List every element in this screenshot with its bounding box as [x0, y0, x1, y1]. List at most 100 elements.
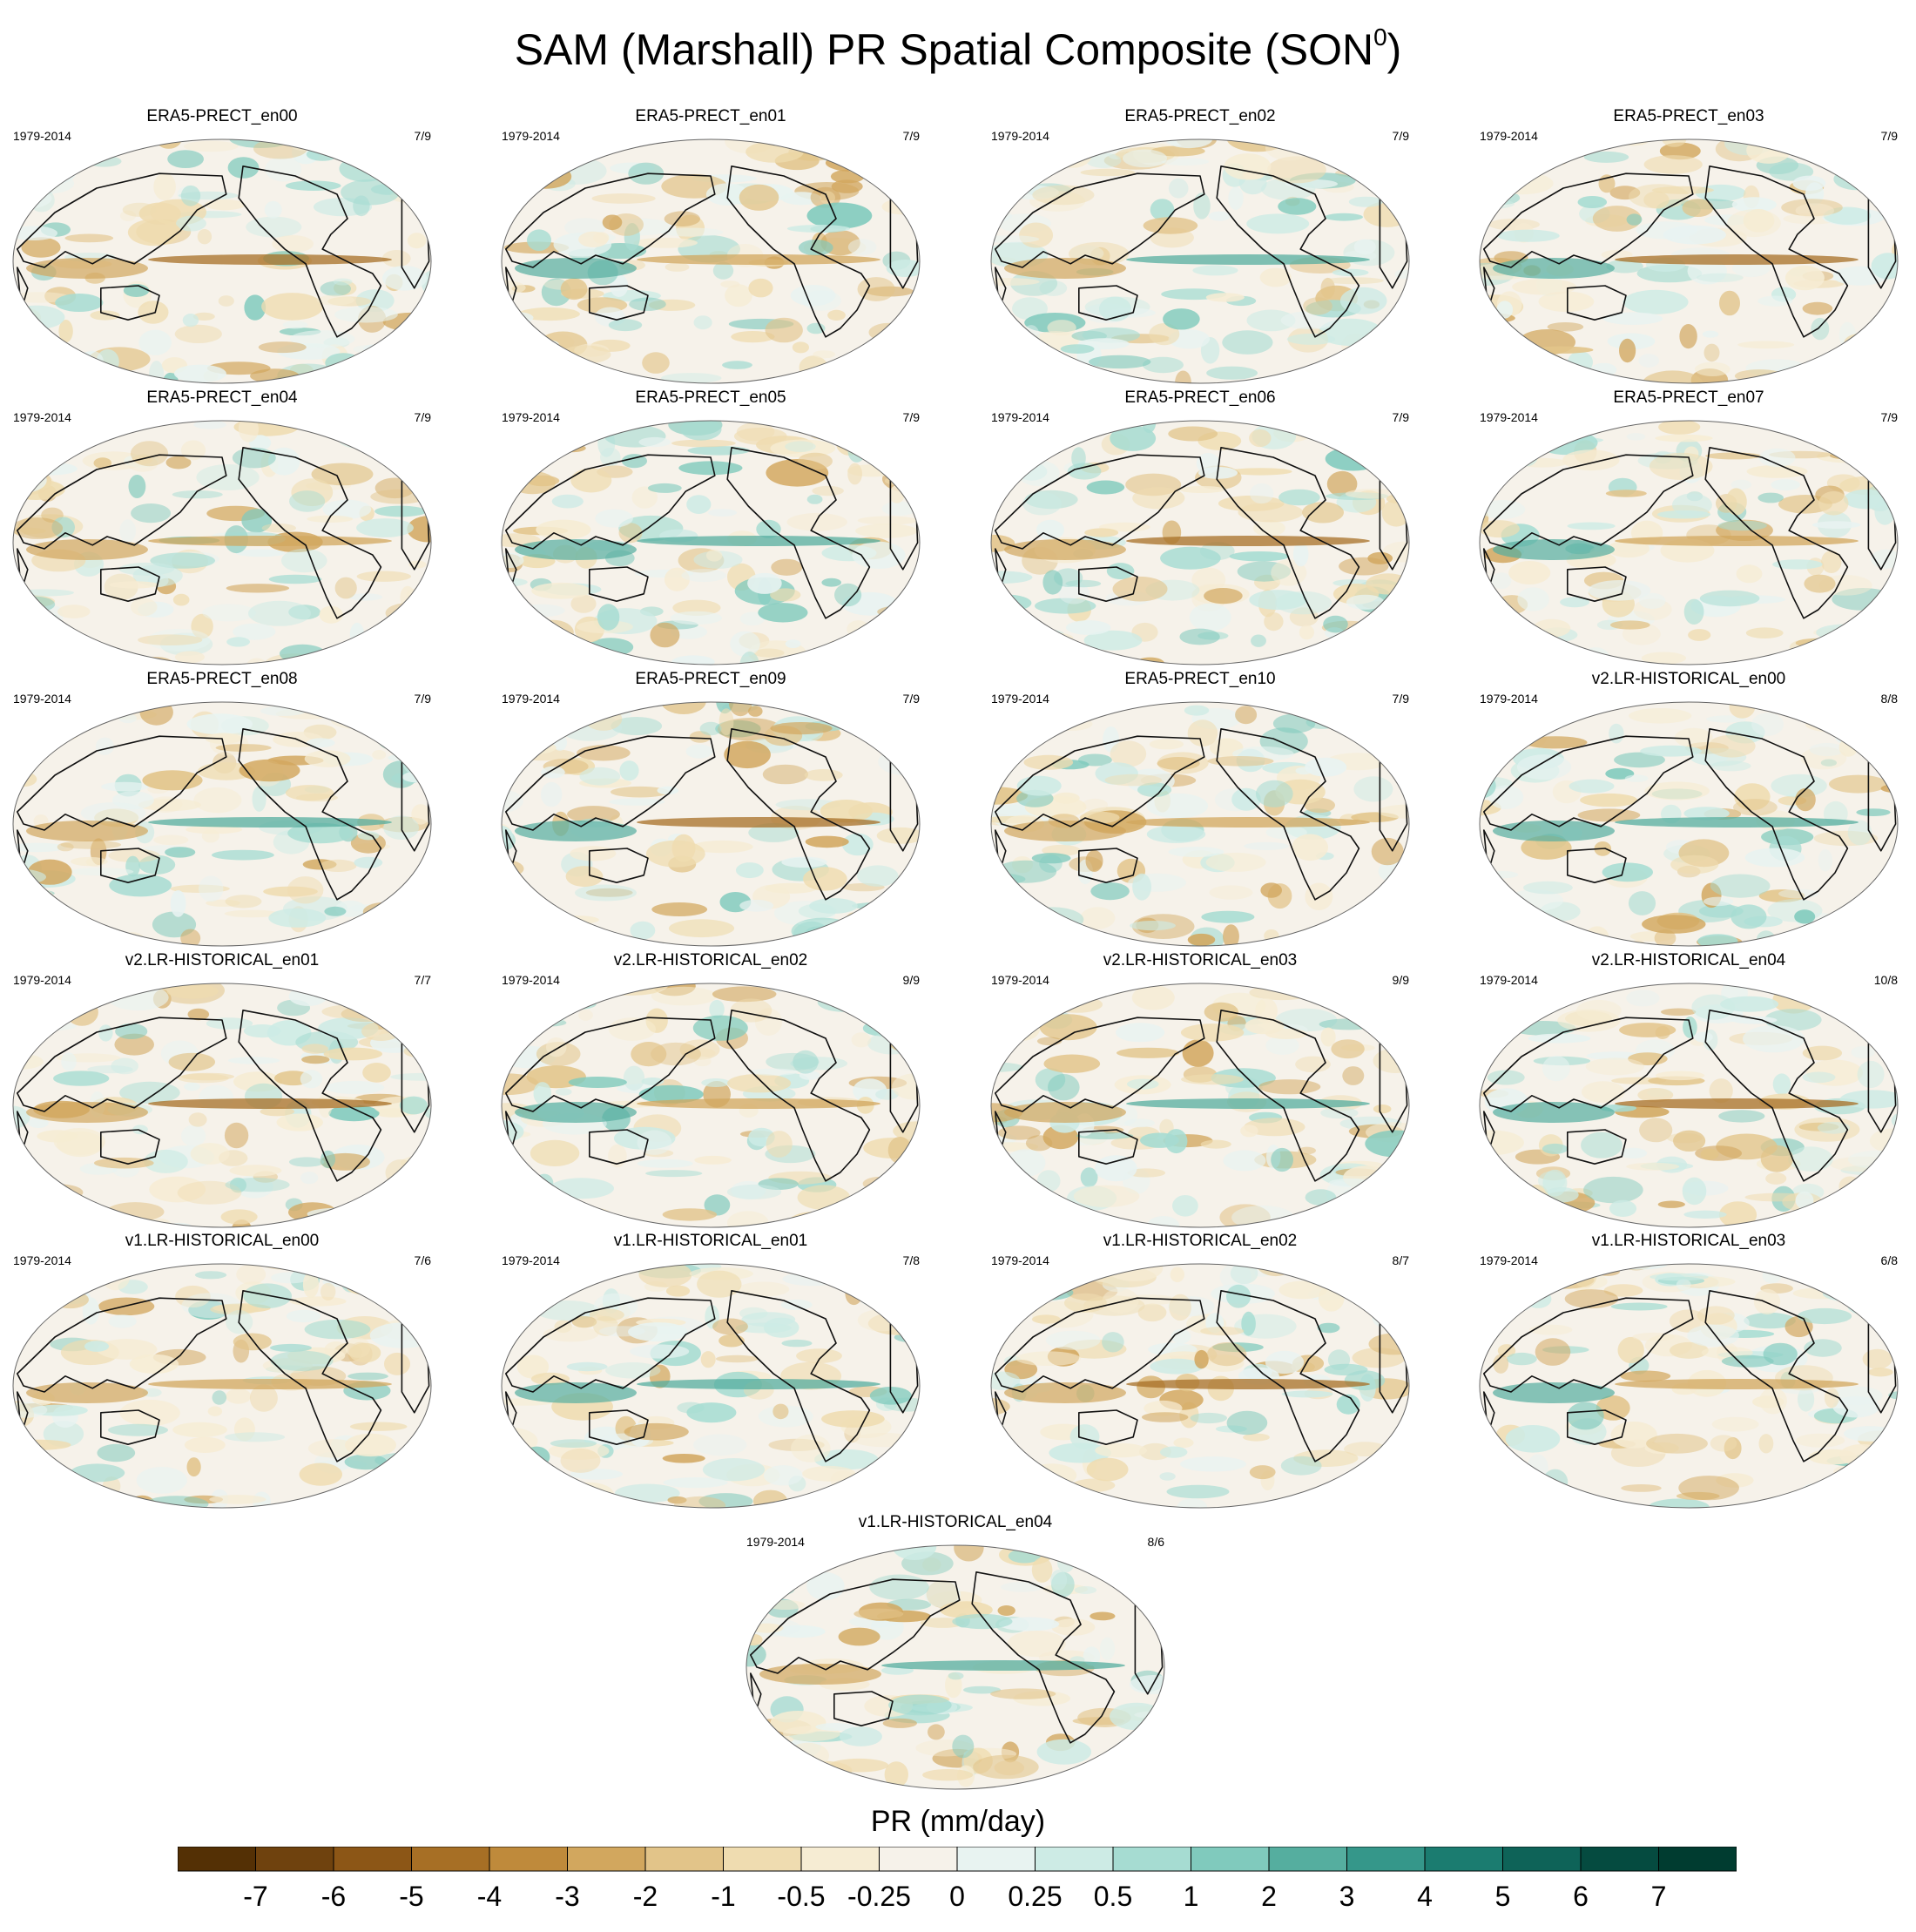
anomaly-patch	[1493, 1354, 1509, 1374]
anomaly-patch	[1164, 139, 1213, 149]
anomaly-patch	[1199, 542, 1235, 561]
anomaly-patch	[353, 702, 401, 707]
panel-title: v2.LR-HISTORICAL_en00	[1591, 670, 1786, 688]
panel-title: ERA5-PRECT_en07	[1613, 388, 1764, 407]
coastline	[17, 829, 29, 874]
anomaly-patch	[1718, 1110, 1765, 1123]
anomaly-patch	[1829, 774, 1887, 794]
anomaly-patch	[1719, 290, 1740, 316]
anomaly-patch	[1731, 197, 1777, 213]
anomaly-patch	[1089, 355, 1151, 369]
anomaly-patch	[1861, 702, 1898, 720]
anomaly-patch	[1230, 1264, 1258, 1284]
anomaly-patch	[1099, 1637, 1116, 1660]
panel-period: 1979-2014	[502, 973, 560, 987]
anomaly-patch	[862, 1020, 906, 1037]
anomaly-patch	[1562, 449, 1620, 471]
anomaly-patch	[1710, 1435, 1737, 1452]
map-panel: v2.LR-HISTORICAL_en04 1979-2014 10/8	[1475, 951, 1902, 1230]
anomaly-patch	[1083, 139, 1110, 155]
anomaly-patch	[1200, 1139, 1231, 1149]
anomaly-patch	[1573, 1265, 1597, 1287]
anomaly-patch	[1222, 330, 1273, 355]
anomaly-patch	[1843, 652, 1892, 663]
colorbar-bin	[1191, 1847, 1270, 1871]
anomaly-patch	[991, 366, 1022, 379]
coastline	[17, 1297, 227, 1393]
anomaly-patch	[64, 233, 114, 243]
anomaly-patch	[224, 909, 280, 918]
anomaly-patch	[1060, 344, 1095, 354]
anomaly-patch	[170, 884, 230, 893]
anomaly-patch	[1751, 713, 1784, 736]
panel-period: 1979-2014	[13, 692, 71, 706]
anomaly-patch	[1844, 1472, 1896, 1500]
anomaly-patch	[550, 1439, 597, 1448]
anomaly-patch	[1251, 634, 1266, 647]
anomaly-patch	[1401, 194, 1409, 206]
colorbar-tick-label: -3	[555, 1881, 579, 1912]
anomaly-patch	[172, 1422, 227, 1438]
map-svg	[12, 983, 432, 1228]
anomaly-patch	[798, 452, 833, 470]
anomaly-patch	[746, 1753, 811, 1774]
map-svg	[990, 138, 1410, 384]
anomaly-patch	[1328, 1178, 1373, 1188]
anomaly-patch	[276, 1113, 323, 1132]
indian-ocean-band	[26, 258, 148, 279]
colorbar-tick-label: 0.25	[1008, 1881, 1062, 1912]
anomaly-patch	[727, 1211, 769, 1227]
anomaly-patch	[1480, 876, 1500, 905]
anomaly-patch	[785, 441, 816, 452]
anomaly-patch	[867, 1032, 916, 1055]
panel-title: ERA5-PRECT_en00	[146, 107, 298, 125]
anomaly-patch	[1624, 774, 1649, 782]
anomaly-patch	[1384, 702, 1409, 723]
colorbar-bin	[567, 1847, 646, 1871]
anomaly-patch	[991, 1103, 1023, 1123]
anomaly-patch	[671, 655, 715, 665]
anomaly-patch	[739, 899, 774, 912]
anomaly-patch	[718, 708, 734, 736]
panel-title: ERA5-PRECT_en08	[146, 670, 298, 688]
anomaly-patch	[226, 584, 290, 593]
anomaly-patch	[797, 1185, 851, 1210]
colorbar-tick-label: -1	[711, 1881, 735, 1912]
anomaly-patch	[722, 361, 752, 369]
anomaly-patch	[1811, 521, 1861, 529]
anomaly-patch	[770, 588, 801, 602]
anomaly-patch	[1376, 918, 1409, 931]
anomaly-patch	[1116, 1023, 1165, 1043]
anomaly-patch	[1480, 1465, 1504, 1486]
anomaly-patch	[1051, 1618, 1096, 1636]
anomaly-patch	[1682, 199, 1714, 217]
anomaly-patch	[510, 933, 547, 946]
anomaly-patch	[1688, 629, 1711, 641]
anomaly-patch	[236, 1264, 266, 1285]
anomaly-patch	[502, 355, 526, 365]
anomaly-patch	[991, 154, 1018, 179]
anomaly-patch	[56, 995, 88, 1013]
anomaly-patch	[233, 1071, 283, 1092]
anomaly-patch	[597, 983, 661, 996]
anomaly-patch	[399, 1096, 428, 1115]
anomaly-patch	[891, 1025, 919, 1041]
anomaly-patch	[1847, 1296, 1892, 1316]
anomaly-patch	[868, 322, 910, 342]
anomaly-patch	[502, 717, 519, 740]
anomaly-patch	[1480, 314, 1508, 328]
anomaly-patch	[55, 294, 104, 312]
anomaly-patch	[852, 541, 906, 569]
anomaly-patch	[850, 1501, 881, 1508]
anomaly-patch	[992, 633, 1030, 657]
anomaly-patch	[502, 1429, 517, 1450]
panel-title: v1.LR-HISTORICAL_en02	[1103, 1232, 1298, 1250]
anomaly-patch	[1724, 1436, 1742, 1460]
anomaly-patch	[1146, 793, 1209, 819]
map-border	[12, 983, 432, 1228]
anomaly-patch	[1758, 448, 1796, 468]
anomaly-patch	[996, 1277, 1037, 1299]
anomaly-patch	[512, 1274, 527, 1288]
anomaly-patch	[80, 802, 146, 824]
anomaly-patch	[1090, 1611, 1116, 1621]
